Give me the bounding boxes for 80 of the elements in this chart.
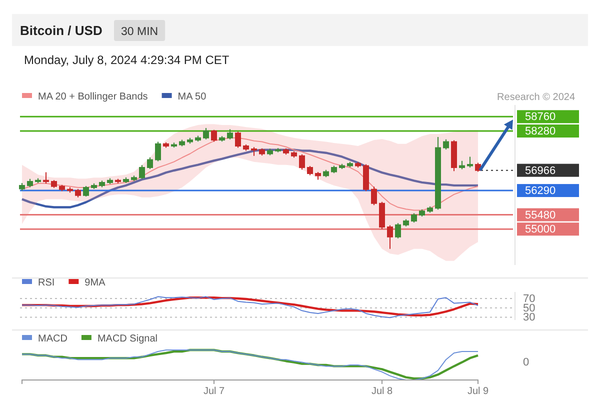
x-tick-label: Jul 7: [203, 386, 225, 398]
candlestick: [347, 161, 353, 168]
candlestick: [235, 131, 241, 148]
y-tick-label: 55480: [525, 209, 556, 222]
candlestick: [443, 138, 449, 150]
text: Research © 2024: [497, 92, 576, 103]
candlestick: [155, 141, 161, 162]
candlestick: [43, 172, 49, 184]
x-tick-label: Jul 8: [371, 386, 393, 398]
candlestick: [115, 178, 121, 184]
candlestick: [27, 178, 33, 188]
chart-title: Bitcoin / USD: [20, 23, 102, 38]
candlestick: [363, 164, 369, 192]
candlestick: [227, 128, 233, 140]
candlestick: [379, 201, 385, 230]
candlestick: [171, 142, 177, 148]
candlestick: [179, 139, 185, 147]
candlestick: [123, 176, 129, 184]
candlestick: [51, 180, 57, 188]
candlestick: [139, 164, 145, 180]
candlestick: [107, 178, 113, 184]
candlestick: [339, 163, 345, 170]
candlestick: [427, 206, 433, 214]
candlestick: [267, 148, 273, 156]
candlestick: [163, 142, 169, 148]
candlestick: [283, 148, 289, 156]
candlestick: [131, 175, 137, 182]
text: 0: [523, 356, 530, 368]
legend-label: MACD Signal: [97, 334, 158, 344]
candlestick: [67, 186, 73, 194]
candlestick: [395, 222, 401, 239]
legend-label: RSI: [38, 278, 55, 288]
candlestick: [203, 128, 209, 140]
candlestick: [411, 212, 417, 224]
candlestick: [467, 156, 473, 168]
candlestick: [355, 162, 361, 168]
candlestick: [331, 165, 337, 174]
candlestick: [251, 146, 257, 156]
candlestick: [307, 166, 313, 176]
candlestick: [243, 144, 249, 152]
candlestick: [275, 148, 281, 153]
candlestick: [459, 160, 465, 170]
legend-label: MA 20 + Bollinger Bands: [38, 92, 148, 102]
candlestick: [83, 186, 89, 198]
candlestick: [435, 136, 441, 210]
candlestick: [219, 136, 225, 142]
candlestick: [19, 182, 25, 192]
candlestick: [323, 169, 329, 178]
candlestick: [59, 184, 65, 192]
candlestick: [451, 140, 457, 172]
legend-label: 9MA: [84, 278, 106, 288]
y-tick-label: 58760: [525, 111, 556, 124]
y-tick-label: 58280: [525, 126, 556, 138]
candlestick: [147, 156, 153, 170]
y-tick-label: 56290: [525, 185, 556, 198]
candlestick: [91, 182, 97, 190]
candlestick: [35, 178, 41, 184]
candlestick: [75, 188, 81, 198]
candlestick: [99, 180, 105, 188]
candlestick: [291, 150, 297, 158]
legend-label: MACD: [38, 334, 68, 344]
candlestick: [315, 171, 321, 180]
legend-label: MA 50: [178, 92, 207, 102]
text: 30 MIN: [121, 26, 158, 38]
candlestick: [195, 135, 201, 142]
candlestick: [371, 186, 377, 206]
y-tick-label: 55000: [525, 224, 556, 236]
x-tick-label: Jul 9: [467, 386, 489, 398]
candlestick: [187, 137, 193, 144]
line-series: [22, 137, 478, 211]
candlestick: [299, 154, 305, 170]
candlestick: [387, 224, 393, 250]
y-tick-label: 30: [523, 312, 536, 324]
candlestick: [419, 208, 425, 218]
candlestick: [259, 148, 265, 156]
candlestick: [403, 218, 409, 227]
y-tick-label: 56966: [525, 164, 556, 177]
line-series: [20, 148, 480, 208]
candlestick: [211, 129, 217, 142]
chart-subtitle: Monday, July 8, 2024 4:29:34 PM CET: [24, 53, 230, 67]
